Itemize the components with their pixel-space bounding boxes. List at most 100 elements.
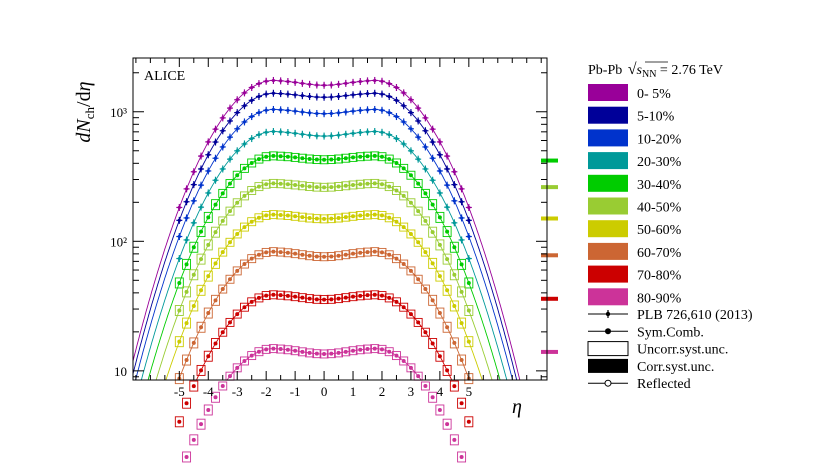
uncorr-syst-box <box>442 253 452 265</box>
y-tick-label: 10² <box>110 234 127 249</box>
uncorr-syst-box <box>211 257 220 269</box>
data-marker <box>329 134 333 138</box>
uncorr-syst-box <box>240 302 249 312</box>
data-marker <box>285 154 290 159</box>
data-marker <box>177 256 181 261</box>
data-marker <box>279 79 283 83</box>
data-marker <box>329 111 333 116</box>
data-marker <box>351 80 355 84</box>
data-marker <box>322 254 327 259</box>
data-marker <box>213 341 218 346</box>
data-marker <box>235 268 240 273</box>
data-marker <box>221 129 225 133</box>
data-marker <box>365 91 370 96</box>
data-marker <box>293 214 298 219</box>
data-marker <box>300 132 304 136</box>
data-marker <box>293 109 297 113</box>
data-marker <box>358 108 362 112</box>
data-marker <box>373 107 377 112</box>
data-marker <box>431 156 435 160</box>
uncorr-syst-box <box>370 151 380 161</box>
data-marker <box>184 454 189 459</box>
data-marker <box>387 295 392 300</box>
data-marker <box>192 199 196 203</box>
data-marker <box>264 347 269 352</box>
uncorr-syst-box <box>355 179 365 189</box>
uncorr-syst-box <box>392 254 401 264</box>
data-marker <box>408 268 413 273</box>
uncorr-syst-box <box>305 213 315 223</box>
data-marker <box>408 173 413 178</box>
uncorr-syst-box <box>442 364 452 376</box>
data-marker <box>459 216 464 220</box>
data-marker <box>264 213 269 218</box>
data-marker <box>199 368 204 373</box>
data-marker <box>286 79 290 84</box>
data-marker <box>257 133 261 137</box>
uncorr-syst-box <box>261 247 271 257</box>
data-marker <box>285 213 290 218</box>
data-marker <box>423 330 428 335</box>
uncorr-syst-box <box>305 294 315 304</box>
data-marker <box>184 200 189 204</box>
data-marker <box>423 287 428 292</box>
uncorr-syst-box <box>435 239 445 251</box>
data-marker <box>271 292 276 297</box>
uncorr-syst-box <box>261 152 271 162</box>
legend-symbol <box>605 328 611 335</box>
data-marker <box>467 205 471 210</box>
uncorr-syst-box <box>334 154 344 164</box>
uncorr-syst-box <box>377 291 387 301</box>
x-axis-ticks: -5 -4 -3 -2 -1 0 1 2 3 4 5 <box>135 58 542 399</box>
uncorr-syst-box <box>312 182 322 192</box>
uncorr-syst-box <box>182 397 192 409</box>
uncorr-syst-box <box>182 286 192 298</box>
data-marker <box>329 185 334 190</box>
data-marker <box>307 184 312 189</box>
legend-marker-label: Sym.Comb. <box>637 325 704 340</box>
legend-series-label: 10-20% <box>637 132 682 147</box>
data-marker <box>387 215 392 220</box>
legend-swatch <box>588 220 628 238</box>
uncorr-syst-box <box>276 290 286 300</box>
data-marker <box>452 199 456 203</box>
uncorr-syst-box <box>196 226 206 238</box>
uncorr-syst-box <box>268 210 278 220</box>
data-marker <box>437 311 442 316</box>
data-marker <box>300 215 305 220</box>
data-marker <box>227 240 232 245</box>
legend-symbol <box>587 341 629 357</box>
uncorr-syst-box <box>348 346 358 356</box>
uncorr-syst-box <box>435 270 445 282</box>
data-marker <box>379 293 384 298</box>
data-marker <box>438 191 442 195</box>
uncorr-syst-box <box>457 258 467 270</box>
data-marker <box>242 104 247 108</box>
uncorr-syst-box <box>326 252 336 261</box>
data-marker <box>271 78 276 83</box>
data-marker <box>279 130 283 134</box>
data-marker <box>235 127 239 131</box>
uncorr-syst-box <box>290 211 300 221</box>
data-marker <box>256 295 261 300</box>
data-marker <box>322 185 327 190</box>
uncorr-syst-box <box>355 291 365 301</box>
data-marker <box>336 253 341 258</box>
x-tick-label: 1 <box>350 384 357 399</box>
legend-symbol <box>605 311 611 317</box>
legend-marker-entries: PLB 726,610 (2013) Sym.Comb. Uncorr.syst.u… <box>587 308 753 392</box>
uncorr-syst-box <box>240 191 249 201</box>
data-marker <box>430 261 435 266</box>
data-marker <box>459 321 464 326</box>
uncorr-syst-box <box>268 247 278 257</box>
data-marker <box>372 153 377 158</box>
data-marker <box>344 94 348 98</box>
data-marker <box>379 154 384 159</box>
data-marker <box>227 209 232 214</box>
uncorr-syst-box <box>254 154 264 164</box>
data-marker <box>380 108 384 112</box>
data-marker <box>300 183 305 188</box>
data-marker <box>329 216 334 221</box>
uncorr-syst-box <box>341 181 351 191</box>
uncorr-syst-box <box>196 364 206 376</box>
